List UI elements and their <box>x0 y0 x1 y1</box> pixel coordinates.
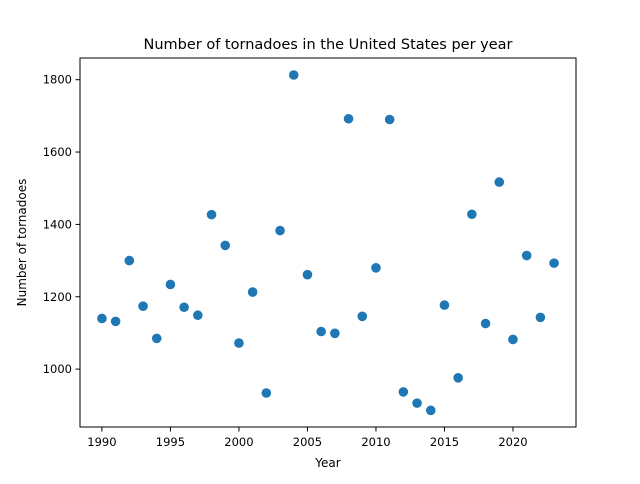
x-tick-label: 2000 <box>224 435 253 449</box>
data-point <box>316 326 326 337</box>
data-point <box>343 113 354 124</box>
data-point <box>494 177 505 187</box>
chart-title: Number of tornadoes in the United States… <box>143 37 512 53</box>
data-point <box>384 114 395 125</box>
data-point <box>302 269 313 280</box>
data-point <box>124 255 135 266</box>
data-point <box>220 240 231 251</box>
data-point <box>193 310 203 321</box>
y-tick-label: 1400 <box>43 217 72 231</box>
data-point <box>508 334 518 345</box>
x-tick-label: 1995 <box>156 435 185 449</box>
x-axis: 1990 1995 2000 2005 2010 2015 2020 <box>87 427 528 449</box>
data-point <box>330 328 340 339</box>
data-point <box>398 387 409 397</box>
y-tick-label: 1800 <box>43 73 72 87</box>
axes-frame <box>79 57 577 428</box>
data-point <box>151 333 162 344</box>
x-tick-label: 2015 <box>430 435 459 449</box>
data-points <box>97 70 559 416</box>
data-point <box>467 209 477 220</box>
data-point <box>357 311 368 322</box>
y-tick-label: 1600 <box>43 145 72 159</box>
data-point <box>412 398 422 408</box>
data-point <box>138 301 148 311</box>
data-point <box>453 373 463 383</box>
data-point <box>275 225 285 236</box>
data-point <box>549 258 559 268</box>
data-point <box>521 250 532 261</box>
data-point <box>97 313 107 324</box>
data-point <box>234 338 244 348</box>
data-point <box>261 388 272 398</box>
y-axis: 1000 1200 1400 1600 1800 <box>43 73 80 376</box>
x-tick-label: 2010 <box>361 435 390 449</box>
data-point <box>371 263 381 273</box>
data-point <box>206 209 217 220</box>
data-point <box>110 316 121 327</box>
data-point <box>535 312 546 323</box>
x-tick-label: 2020 <box>498 435 527 449</box>
x-axis-label: Year <box>314 456 340 470</box>
plot-area <box>79 57 577 428</box>
y-tick-label: 1200 <box>43 290 72 304</box>
data-point <box>247 287 258 297</box>
data-point <box>179 302 189 313</box>
y-axis-label: Number of tornadoes <box>15 179 29 307</box>
x-tick-label: 1990 <box>87 435 116 449</box>
x-tick-label: 2005 <box>293 435 322 449</box>
data-point <box>288 70 299 80</box>
data-point <box>439 300 450 310</box>
y-tick-label: 1000 <box>43 362 72 376</box>
data-point <box>480 318 491 329</box>
data-point <box>425 405 436 416</box>
data-point <box>165 279 176 290</box>
